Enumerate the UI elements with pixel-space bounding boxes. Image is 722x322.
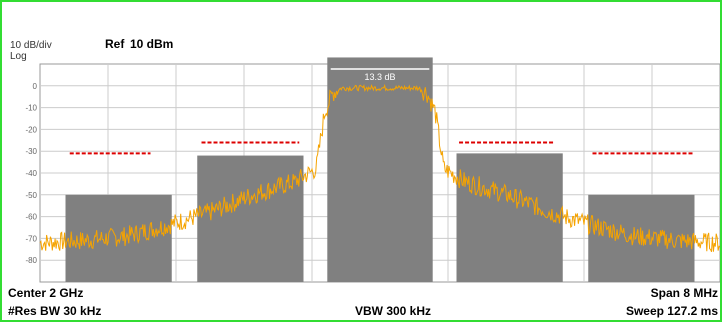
- y-tick-label: -60: [25, 213, 37, 222]
- y-tick-label: -10: [25, 104, 37, 113]
- y-tick-label: 0: [33, 82, 38, 91]
- y-tick-label: -40: [25, 169, 37, 178]
- mask-block: [197, 155, 304, 282]
- ref-label: Ref: [105, 37, 125, 51]
- ref-value: 10 dBm: [130, 37, 174, 51]
- sweep-time: Sweep 127.2 ms: [625, 304, 718, 318]
- channel-power-label: 13.3 dB: [364, 72, 395, 82]
- resolution-bandwidth: #Res BW 30 kHz: [8, 304, 102, 318]
- spectrum-trace: [39, 83, 720, 252]
- mask-block: [456, 153, 563, 282]
- log-label: Log: [10, 51, 27, 62]
- scale-label: 10 dB/div: [10, 40, 52, 51]
- y-tick-label: -20: [25, 125, 37, 134]
- y-tick-label: -80: [25, 256, 37, 265]
- video-bandwidth: VBW 300 kHz: [355, 304, 432, 318]
- center-frequency: Center 2 GHz: [8, 286, 84, 300]
- y-tick-label: -30: [25, 147, 37, 156]
- mask-block: [327, 57, 433, 283]
- y-tick-label: -70: [25, 234, 37, 243]
- span-label: Span 8 MHz: [650, 286, 718, 300]
- y-tick-label: -50: [25, 191, 37, 200]
